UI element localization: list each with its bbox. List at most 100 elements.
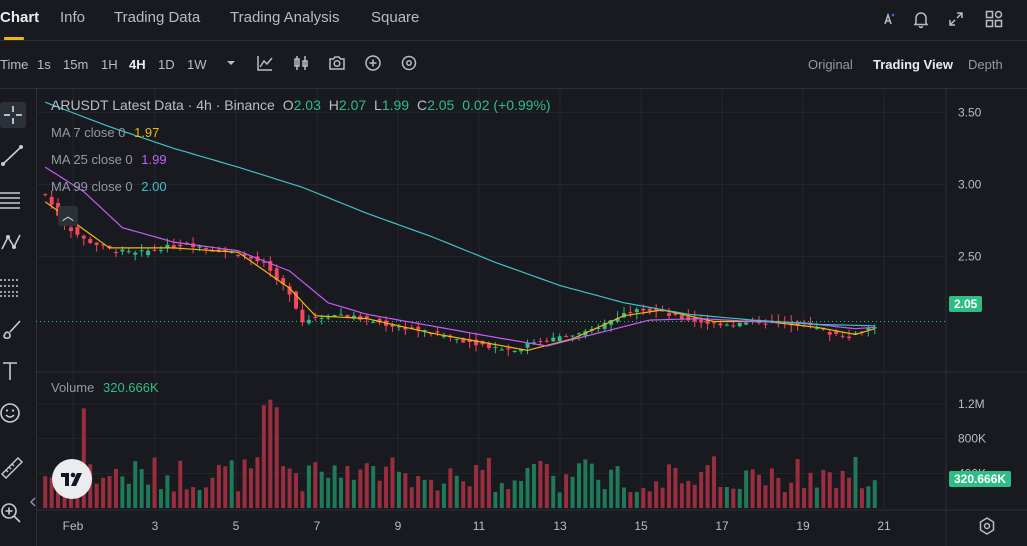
timeframe-15m[interactable]: 15m bbox=[63, 57, 89, 72]
candle-body bbox=[557, 336, 562, 341]
volume-bar bbox=[654, 481, 659, 508]
close-label: C bbox=[416, 97, 428, 113]
candle-body bbox=[609, 319, 614, 325]
layout-grid-icon[interactable] bbox=[984, 9, 1004, 29]
ma25-value: 1.99 bbox=[141, 152, 167, 167]
indicators-icon[interactable] bbox=[255, 53, 275, 73]
volume-bar bbox=[416, 476, 421, 508]
crosshair-icon[interactable] bbox=[0, 102, 26, 128]
candle-body bbox=[667, 313, 671, 316]
close-value: 2.05 bbox=[427, 97, 455, 113]
volume-bar bbox=[236, 491, 241, 508]
fullscreen-icon[interactable] bbox=[946, 9, 966, 29]
tab-trading-data[interactable]: Trading Data bbox=[114, 9, 201, 26]
timeframe-4h[interactable]: 4H bbox=[129, 57, 146, 72]
volume-bar bbox=[158, 489, 163, 508]
collapse-toolbar-icon[interactable] bbox=[29, 494, 37, 510]
volume-bar bbox=[647, 491, 652, 508]
candle-body bbox=[493, 347, 498, 349]
volume-bar bbox=[679, 483, 684, 508]
horizontal-lines-icon[interactable] bbox=[0, 186, 26, 212]
settings-icon[interactable] bbox=[399, 53, 419, 73]
volume-bar bbox=[615, 466, 620, 508]
last-price-tag: 2.05 bbox=[949, 296, 983, 312]
ma99-legend[interactable]: MA 99 close 0 2.00 bbox=[51, 179, 167, 194]
timeframe-1d[interactable]: 1D bbox=[158, 57, 175, 72]
candle-body bbox=[673, 312, 678, 315]
volume-bar bbox=[43, 476, 48, 508]
pattern-tool-icon[interactable] bbox=[0, 229, 26, 255]
candle-body bbox=[750, 320, 755, 322]
tab-chart[interactable]: Chart bbox=[0, 9, 40, 26]
timeframe-1s[interactable]: 1s bbox=[37, 57, 51, 72]
volume-bar bbox=[332, 465, 337, 508]
volume-bar bbox=[429, 479, 434, 508]
candle-body bbox=[686, 316, 691, 321]
zoom-in-icon[interactable] bbox=[0, 500, 26, 526]
fib-retracement-icon[interactable] bbox=[0, 274, 26, 300]
emoji-icon[interactable] bbox=[0, 400, 26, 426]
y-tick-label: 3.00 bbox=[958, 177, 982, 191]
view-original[interactable]: Original bbox=[808, 57, 853, 72]
candle-body bbox=[538, 341, 543, 343]
candle-body bbox=[107, 245, 112, 249]
open-value: 2.03 bbox=[293, 97, 321, 113]
candle-body bbox=[223, 249, 228, 252]
candle-style-icon[interactable] bbox=[291, 53, 311, 73]
volume-bar bbox=[377, 480, 382, 508]
candle-body bbox=[789, 322, 794, 326]
tradingview-logo[interactable] bbox=[52, 459, 92, 499]
volume-bar bbox=[763, 485, 768, 508]
tab-info[interactable]: Info bbox=[60, 9, 86, 26]
candle-body bbox=[94, 242, 99, 245]
volume-bar bbox=[210, 477, 215, 508]
ma25-legend[interactable]: MA 25 close 0 1.99 bbox=[51, 152, 167, 167]
volume-bar bbox=[390, 457, 395, 508]
volume-bar bbox=[641, 488, 646, 508]
low-label: L bbox=[374, 97, 382, 113]
volume-legend[interactable]: Volume 320.666K bbox=[51, 380, 159, 395]
x-tick-label: 3 bbox=[152, 519, 159, 533]
view-trading-view[interactable]: Trading View bbox=[873, 57, 953, 72]
tab-square[interactable]: Square bbox=[371, 9, 420, 26]
collapse-legend-button[interactable]: ︿ bbox=[58, 206, 78, 226]
timeframe-dropdown-icon[interactable] bbox=[221, 53, 241, 73]
volume-bar bbox=[814, 487, 819, 508]
add-indicator-icon[interactable] bbox=[363, 53, 383, 73]
candle-body bbox=[795, 321, 800, 326]
volume-tick-label: 1.2M bbox=[958, 397, 985, 411]
bell-icon[interactable] bbox=[911, 9, 931, 29]
ma7-legend[interactable]: MA 7 close 0 1.97 bbox=[51, 125, 159, 140]
timeframe-1h[interactable]: 1H bbox=[101, 57, 118, 72]
volume-bar bbox=[596, 479, 601, 508]
timeframe-1w[interactable]: 1W bbox=[187, 57, 207, 72]
ruler-icon[interactable] bbox=[0, 454, 26, 480]
ai-sparkle-icon[interactable] bbox=[880, 10, 898, 28]
candle-body bbox=[306, 319, 311, 324]
camera-icon[interactable] bbox=[327, 53, 347, 73]
tradingview-logo-icon bbox=[61, 472, 82, 486]
last-volume-tag: 320.666K bbox=[949, 471, 1012, 487]
candle-body bbox=[570, 335, 575, 337]
trend-line-icon[interactable] bbox=[0, 142, 26, 168]
chart-settings-icon[interactable] bbox=[977, 516, 997, 536]
candle-body bbox=[236, 255, 241, 257]
volume-bar bbox=[454, 475, 459, 508]
text-tool-icon[interactable] bbox=[0, 358, 26, 384]
volume-bar bbox=[538, 460, 543, 508]
volume-bar bbox=[384, 466, 389, 508]
volume-bar bbox=[223, 466, 228, 508]
brush-icon[interactable] bbox=[0, 316, 26, 342]
time-label[interactable]: Time bbox=[0, 57, 29, 72]
tab-trading-analysis[interactable]: Trading Analysis bbox=[230, 9, 340, 26]
volume-bar bbox=[364, 463, 369, 508]
volume-bar bbox=[808, 472, 813, 508]
volume-bar bbox=[576, 463, 581, 508]
volume-bar bbox=[628, 492, 633, 508]
volume-bar bbox=[602, 489, 607, 508]
symbol-title[interactable]: ARUSDT Latest Data · 4h · Binance bbox=[51, 97, 275, 113]
volume-bar bbox=[197, 490, 202, 508]
view-depth[interactable]: Depth bbox=[968, 57, 1003, 72]
volume-bar bbox=[255, 457, 260, 508]
